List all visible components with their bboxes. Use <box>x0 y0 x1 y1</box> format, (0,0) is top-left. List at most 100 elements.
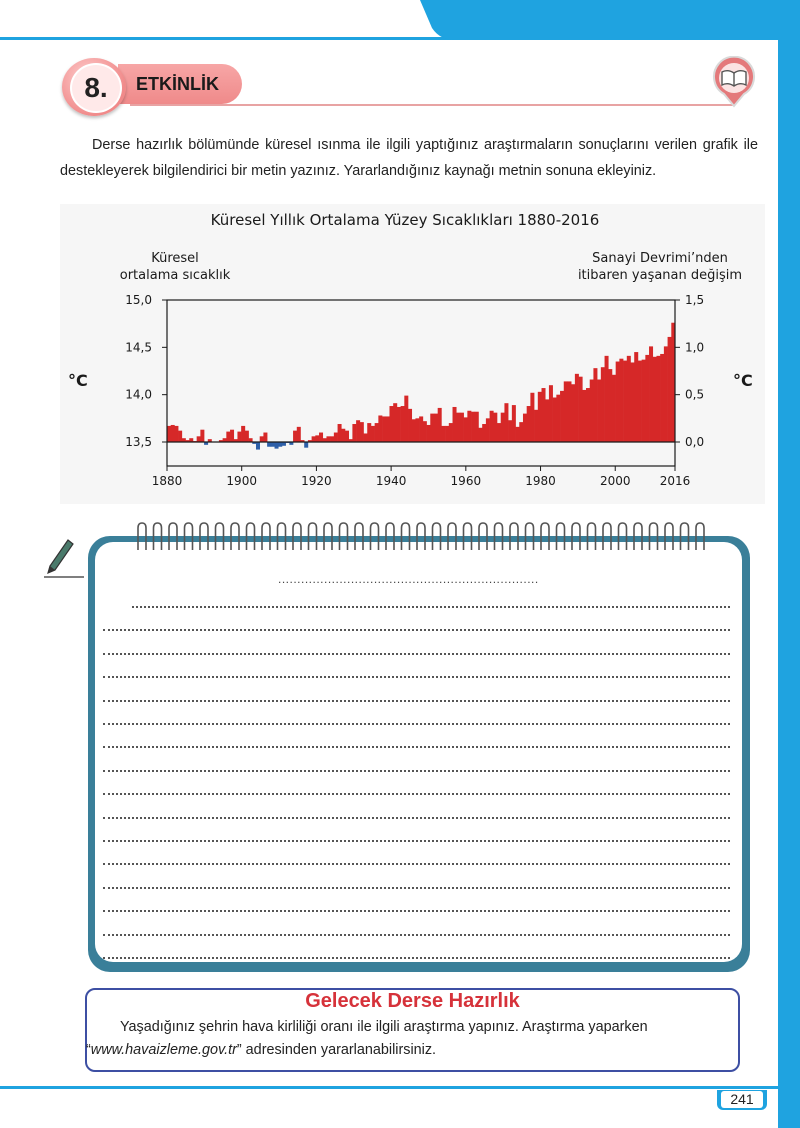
bar-1980 <box>537 391 542 442</box>
bar-1885 <box>185 440 190 442</box>
writing-area[interactable] <box>95 542 742 962</box>
spiral-ring <box>493 522 504 550</box>
right-tick-label: 1,5 <box>685 293 704 307</box>
writing-line[interactable] <box>103 863 730 866</box>
bar-1958 <box>456 412 461 442</box>
spiral-ring <box>214 522 225 550</box>
writing-line[interactable] <box>103 699 730 702</box>
bar-1888 <box>196 436 201 442</box>
bar-1945 <box>408 408 413 442</box>
writing-line[interactable] <box>103 840 730 842</box>
spiral-ring <box>354 522 364 550</box>
x-tick-label: 1940 <box>376 474 407 488</box>
spiral-ring <box>648 522 659 550</box>
bar-2011 <box>652 356 657 442</box>
bar-1967 <box>489 410 494 442</box>
left-tick-label: 13,5 <box>125 435 152 449</box>
bar-1940 <box>389 406 394 442</box>
writing-title-line: ........................................… <box>278 572 539 586</box>
x-tick-label: 1900 <box>226 474 257 488</box>
spiral-ring <box>602 522 612 550</box>
bar-1988 <box>567 381 572 442</box>
bar-1990 <box>574 373 579 442</box>
bar-1985 <box>556 394 561 442</box>
bar-1928 <box>344 430 349 442</box>
bar-2006 <box>634 352 639 442</box>
bar-1987 <box>563 381 568 442</box>
bar-1927 <box>341 428 346 442</box>
bar-1889 <box>200 429 205 442</box>
spiral-ring <box>540 522 550 550</box>
bar-1884 <box>181 438 186 442</box>
right-tick-label: 0,5 <box>685 388 704 402</box>
bar-1914 <box>293 430 298 442</box>
writing-line[interactable] <box>103 629 730 632</box>
header-rule <box>130 104 735 106</box>
bar-1966 <box>485 418 490 442</box>
bar-1905 <box>259 436 264 442</box>
bar-1936 <box>374 423 379 442</box>
bar-1992 <box>582 389 587 442</box>
spiral-ring <box>478 522 488 550</box>
spiral-ring <box>245 522 256 550</box>
bar-1894 <box>218 440 223 442</box>
chart-background <box>60 204 765 504</box>
spiral-ring <box>586 522 597 550</box>
next-lesson-text: Yaşadığınız şehrin hava kirliliği oranı … <box>86 1016 716 1062</box>
spiral-ring <box>664 522 674 550</box>
spiral-ring <box>230 522 240 550</box>
writing-line[interactable] <box>103 746 730 749</box>
bar-1891 <box>207 439 212 442</box>
bar-1906 <box>263 432 268 442</box>
bar-1920 <box>315 435 320 442</box>
writing-line[interactable] <box>103 793 730 796</box>
next-lesson-title: Gelecek Derse Hazırlık <box>305 990 520 1012</box>
bar-1979 <box>534 409 539 442</box>
writing-line[interactable] <box>103 933 730 936</box>
bar-1941 <box>393 403 398 442</box>
website-link[interactable]: www.havaizleme.gov.tr <box>90 1042 237 1058</box>
bar-1921 <box>319 432 324 442</box>
bar-2000 <box>611 374 616 442</box>
bar-1907 <box>267 442 272 447</box>
bar-1899 <box>237 431 242 442</box>
writing-line[interactable] <box>103 723 730 725</box>
bar-1938 <box>382 416 387 442</box>
bar-2002 <box>619 358 624 442</box>
bar-1886 <box>189 438 194 442</box>
bar-1890 <box>204 442 209 445</box>
bar-1956 <box>448 423 453 442</box>
bar-1994 <box>589 379 594 442</box>
writing-line[interactable] <box>103 957 730 959</box>
bar-1911 <box>281 442 286 446</box>
spiral-ring <box>323 522 333 550</box>
bar-1898 <box>233 439 238 442</box>
bar-1986 <box>560 390 565 442</box>
bar-2008 <box>641 359 646 442</box>
bar-1931 <box>356 420 361 442</box>
writing-line[interactable] <box>103 886 730 889</box>
bar-1960 <box>463 417 468 442</box>
writing-line[interactable] <box>103 652 730 655</box>
temperature-chart: Küresel Yıllık Ortalama Yüzey Sıcaklıkla… <box>68 211 753 488</box>
writing-line[interactable] <box>103 816 730 819</box>
bar-1997 <box>600 367 605 442</box>
left-axis-title-line2: ortalama sıcaklık <box>120 268 231 283</box>
bar-1973 <box>511 405 516 442</box>
writing-line[interactable] <box>103 769 730 772</box>
bar-1969 <box>497 423 502 442</box>
bar-1943 <box>400 406 405 442</box>
bar-1910 <box>278 442 283 447</box>
writing-line[interactable] <box>103 676 730 679</box>
bar-1996 <box>597 379 602 442</box>
bar-2005 <box>630 362 635 442</box>
right-unit-label: °C <box>733 371 753 390</box>
writing-line[interactable] <box>103 910 730 913</box>
bar-2003 <box>623 360 628 442</box>
writing-line[interactable] <box>132 606 730 608</box>
spiral-ring <box>633 522 643 550</box>
x-tick-label: 1960 <box>451 474 482 488</box>
bar-1913 <box>289 442 294 445</box>
bar-1972 <box>508 420 513 442</box>
bar-1963 <box>474 411 479 442</box>
